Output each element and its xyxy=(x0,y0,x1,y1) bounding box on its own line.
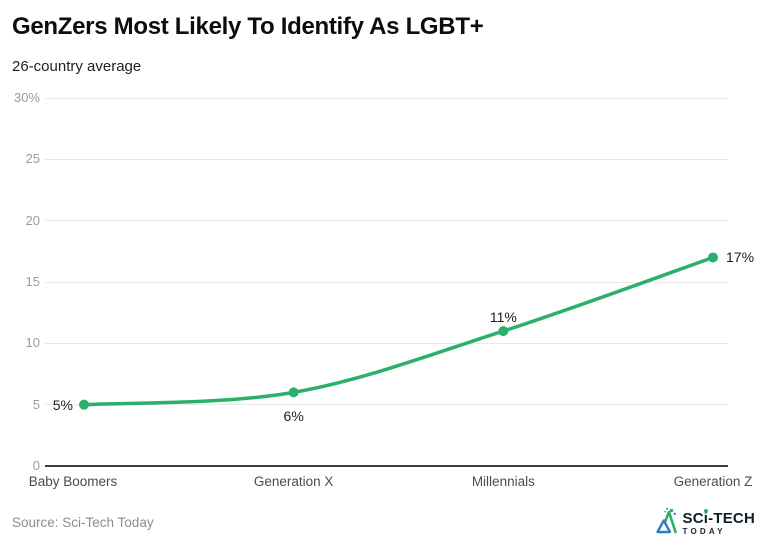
data-point xyxy=(708,252,718,263)
gridline xyxy=(45,220,728,222)
x-axis-label: Baby Boomers xyxy=(28,474,118,489)
y-axis-tick-label: 20 xyxy=(25,212,40,228)
gridline xyxy=(45,281,728,283)
data-point-label: 11% xyxy=(489,309,517,326)
y-axis-tick-label: 5 xyxy=(32,396,40,412)
trend-line xyxy=(82,255,715,407)
source-attribution: Source: Sci-Tech Today xyxy=(12,515,154,530)
chart-subtitle: 26-country average xyxy=(12,58,142,75)
y-axis-tick-label: 15 xyxy=(25,274,40,289)
mountain-logo-icon xyxy=(655,507,679,539)
gridline xyxy=(45,342,728,344)
x-axis-line xyxy=(45,465,728,467)
logo-tagline: TODAY xyxy=(682,526,726,536)
data-point-label: 5% xyxy=(52,396,73,413)
x-axis-label: Generation Z xyxy=(673,474,753,489)
data-point-label: 6% xyxy=(283,408,304,425)
data-point xyxy=(498,326,509,337)
gridline xyxy=(45,158,728,160)
gridline xyxy=(45,97,728,99)
y-axis-tick-label: 25 xyxy=(25,151,40,167)
y-axis-tick-label: 0 xyxy=(32,458,40,473)
chart-title: GenZers Most Likely To Identify As LGBT+ xyxy=(12,13,484,40)
logo-text: SCi-TECH TODAY xyxy=(683,511,755,536)
data-point xyxy=(288,387,299,398)
y-axis-tick-label: 10 xyxy=(25,335,40,351)
logo-name: SCi-TECH xyxy=(682,509,755,527)
sci-tech-today-logo: SCi-TECH TODAY xyxy=(655,507,755,539)
gridline xyxy=(45,404,728,406)
y-axis-tick-label: 30% xyxy=(13,90,40,105)
x-axis-label: Millennials xyxy=(471,474,535,489)
x-axis-label: Generation X xyxy=(253,474,334,489)
data-point-label: 17% xyxy=(726,249,755,266)
